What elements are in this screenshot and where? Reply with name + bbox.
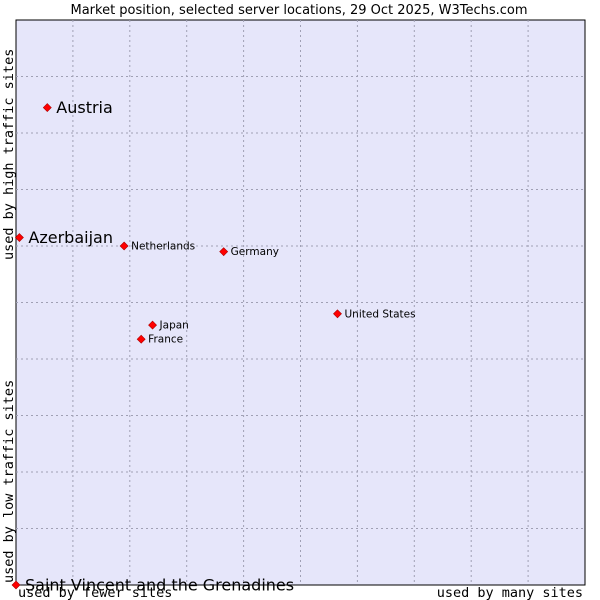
x-axis-label-right: used by many sites — [437, 585, 583, 600]
grid — [16, 20, 585, 585]
y-axis-label-low: used by low traffic sites — [1, 380, 17, 583]
point-label: Azerbaijan — [28, 228, 113, 247]
point-marker — [333, 309, 342, 319]
x-axis-label-left: used by fewer sites — [18, 585, 172, 600]
data-point-germany: Germany — [219, 246, 279, 258]
data-point-saint-vincent-and-the-grenadines: Saint Vincent and the Grenadines — [11, 576, 294, 595]
data-point-united-states: United States — [333, 308, 416, 320]
data-point-japan: Japan — [148, 320, 189, 332]
point-marker — [14, 233, 24, 242]
data-point-netherlands: Netherlands — [119, 241, 195, 253]
point-label: Austria — [56, 98, 113, 117]
point-label: Netherlands — [131, 241, 195, 253]
point-label: Saint Vincent and the Grenadines — [25, 576, 294, 595]
y-axis-label-high: used by high traffic sites — [1, 49, 17, 260]
chart-title: Market position, selected server locatio… — [70, 3, 527, 18]
point-marker — [219, 247, 229, 257]
point-marker — [42, 103, 52, 112]
data-point-france: France — [136, 334, 183, 346]
data-point-austria: Austria — [42, 98, 113, 117]
point-label: Germany — [231, 246, 279, 258]
point-marker — [136, 334, 146, 344]
point-label: France — [148, 334, 183, 346]
point-label: United States — [344, 308, 415, 320]
point-marker — [148, 320, 157, 330]
point-marker — [11, 580, 21, 590]
point-label: Japan — [159, 320, 189, 332]
data-points: Austria Azerbaijan Netherlands Germany Unite… — [11, 98, 416, 595]
point-marker — [119, 241, 129, 251]
data-point-azerbaijan: Azerbaijan — [14, 228, 113, 247]
